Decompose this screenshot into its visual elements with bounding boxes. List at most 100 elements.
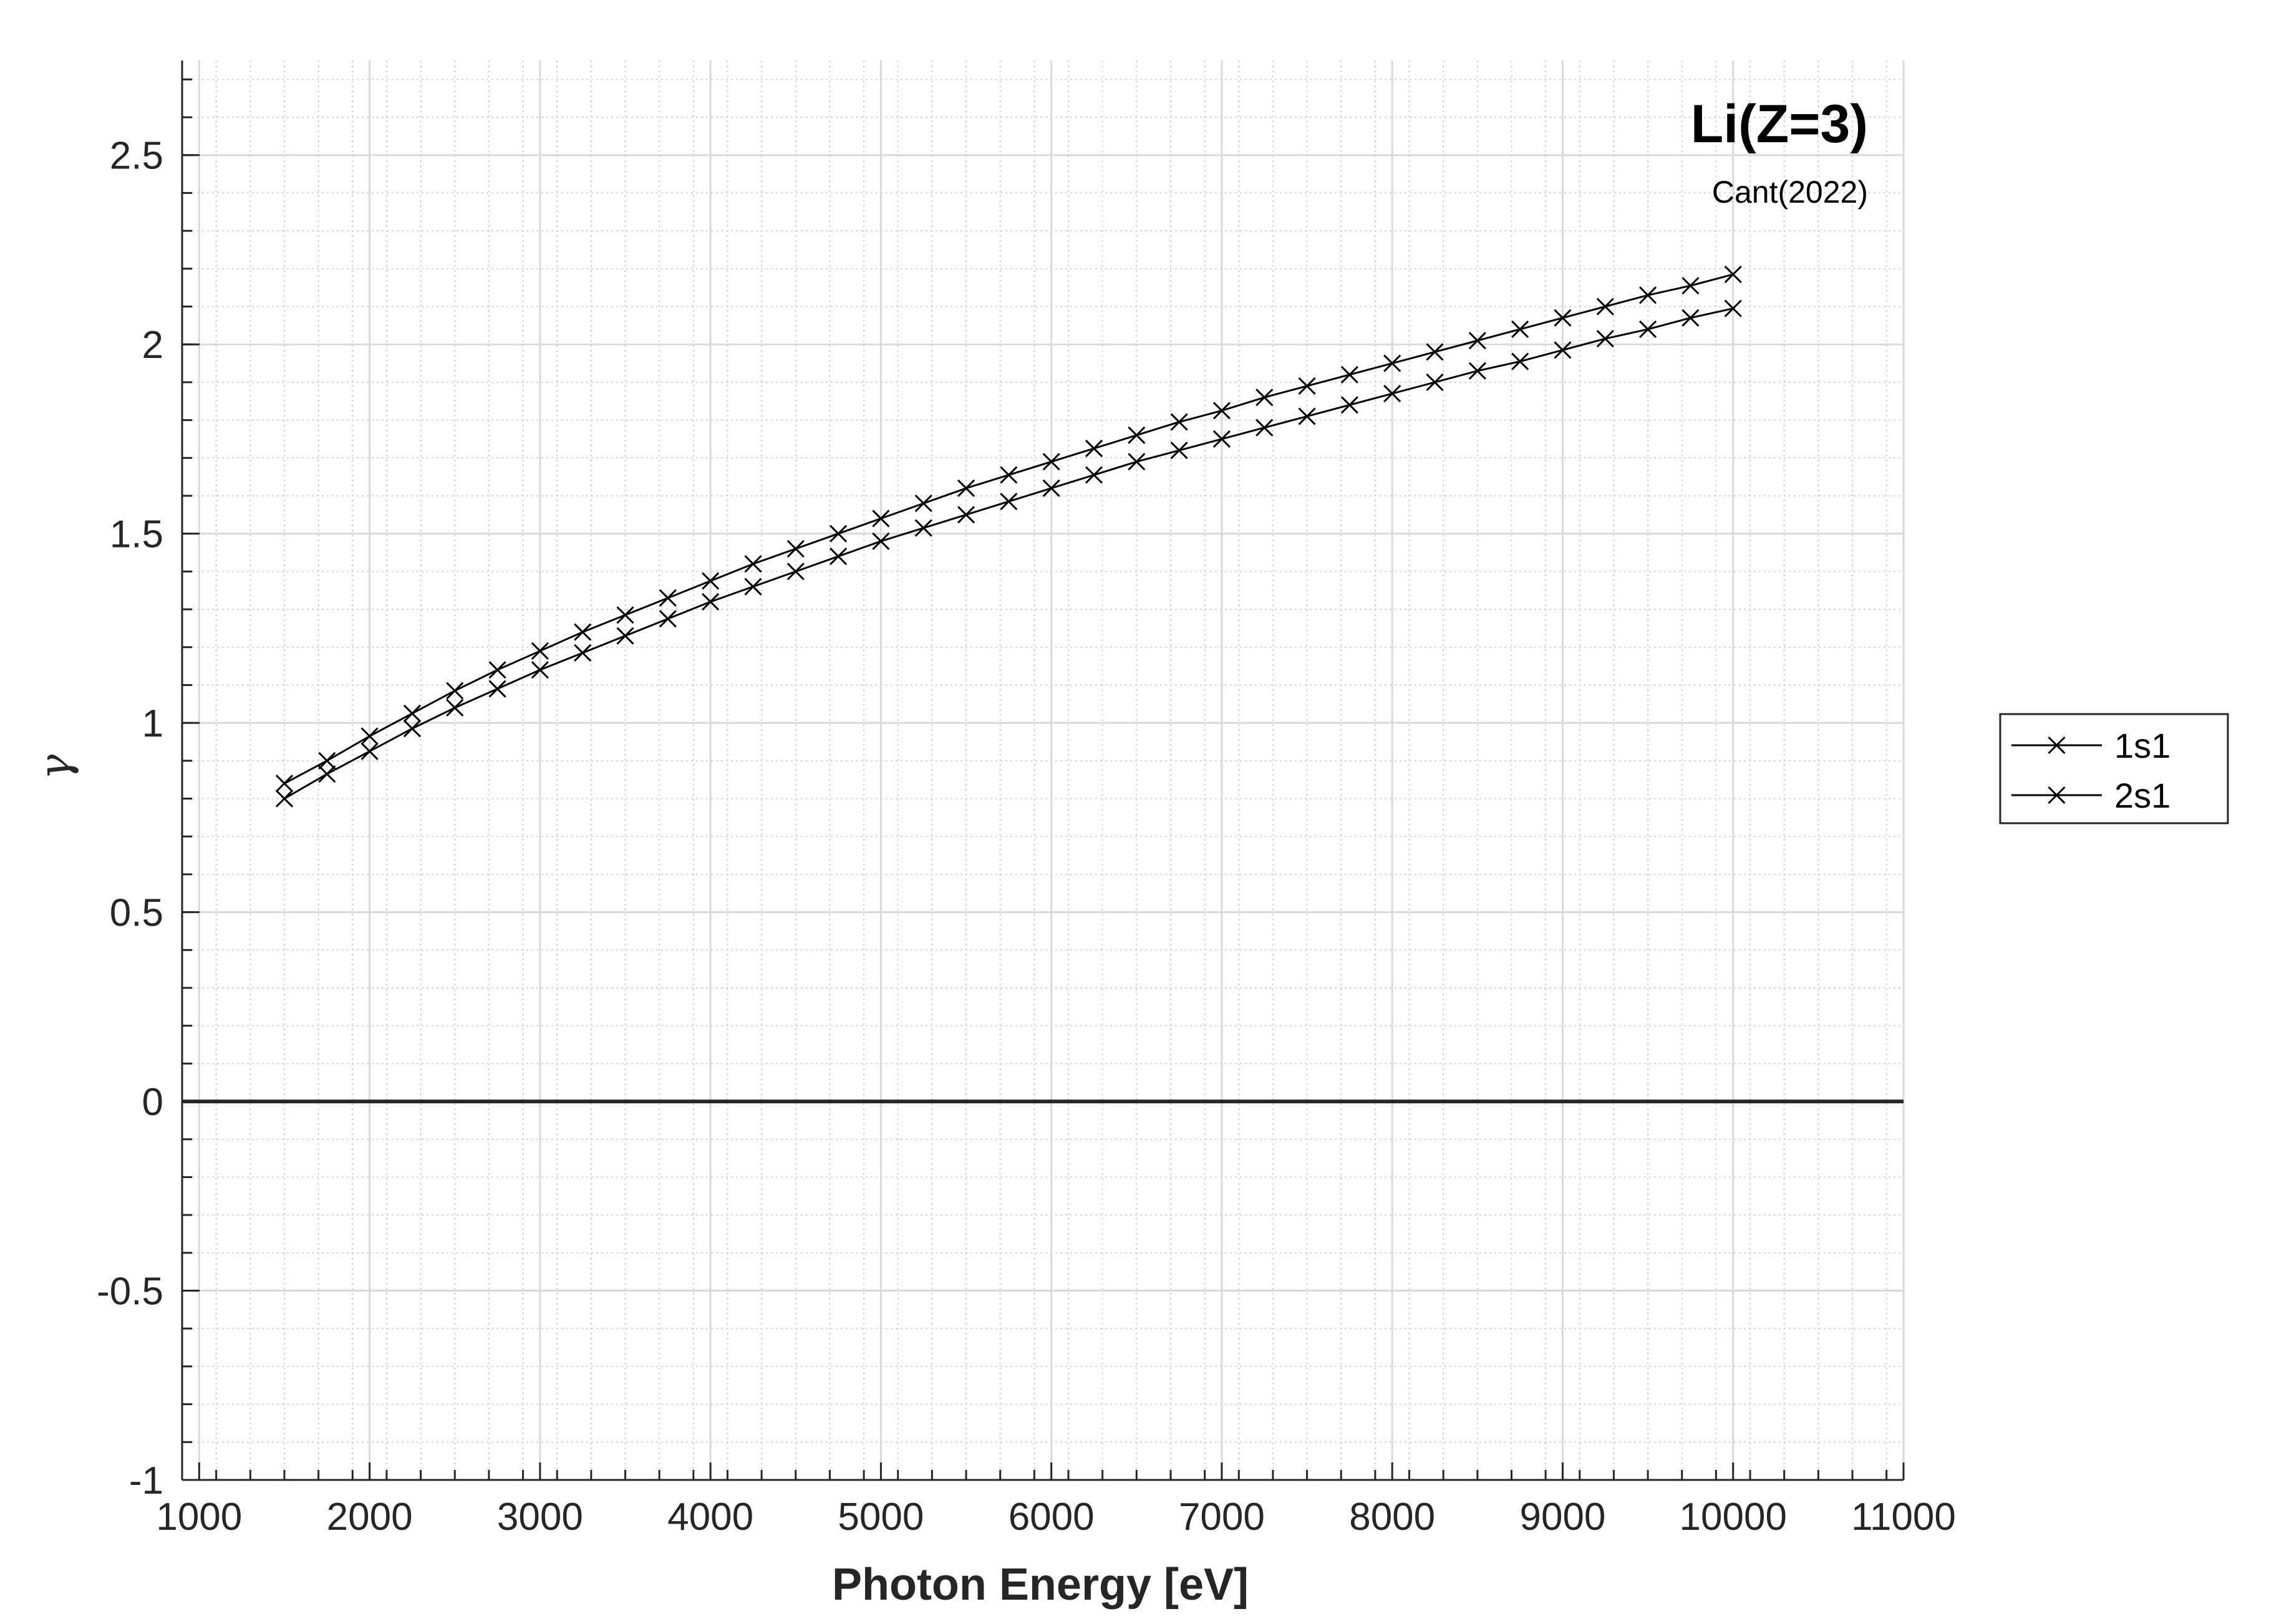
y-tick-label: -1 — [129, 1459, 163, 1502]
data-point — [1383, 385, 1401, 403]
data-point — [1256, 389, 1274, 407]
data-point — [1681, 277, 1700, 295]
data-point — [1724, 299, 1742, 317]
legend-marker — [2048, 736, 2066, 755]
legend-item-1s1: 1s1 — [2011, 726, 2170, 765]
data-point — [1468, 362, 1486, 380]
x-tick-label: 3000 — [497, 1496, 583, 1539]
x-tick-label: 5000 — [838, 1496, 924, 1539]
y-tick-label: 2.5 — [110, 135, 163, 178]
data-point — [1000, 493, 1018, 511]
data-point — [1639, 320, 1657, 338]
data-point — [1085, 466, 1103, 484]
data-point — [914, 495, 932, 513]
data-point — [1042, 453, 1060, 471]
series-layer — [275, 265, 1742, 808]
x-tick-label: 6000 — [1009, 1496, 1095, 1539]
data-point — [1000, 466, 1018, 484]
y-tick-label: 1 — [142, 702, 163, 745]
data-point — [360, 742, 379, 760]
legend-item-2s1: 2s1 — [2011, 776, 2170, 815]
data-point — [744, 578, 762, 596]
data-point — [786, 563, 805, 581]
data-point — [786, 539, 805, 558]
data-point — [1170, 442, 1188, 460]
data-point — [1639, 286, 1657, 304]
data-point — [1383, 354, 1401, 372]
data-point — [446, 682, 464, 700]
x-tick-label: 8000 — [1349, 1496, 1435, 1539]
data-point — [1426, 343, 1444, 361]
data-point — [1681, 309, 1700, 327]
data-point — [1042, 479, 1060, 497]
data-point — [360, 727, 379, 745]
data-point — [488, 680, 506, 698]
x-axis-title: Photon Energy [eV] — [832, 1560, 1249, 1610]
data-point — [872, 532, 890, 550]
data-point — [702, 572, 720, 590]
x-tick-label: 10000 — [1680, 1496, 1787, 1539]
data-point — [1212, 430, 1231, 448]
data-point — [403, 720, 421, 738]
legend-label: 1s1 — [2114, 726, 2170, 765]
x-tick-label: 4000 — [667, 1496, 753, 1539]
data-point — [1511, 320, 1529, 338]
data-point — [1128, 453, 1146, 471]
y-tick-label: 0.5 — [110, 892, 163, 935]
series-2s1 — [275, 299, 1742, 808]
data-point — [1298, 407, 1316, 425]
data-point — [1256, 418, 1274, 437]
data-point — [659, 610, 677, 628]
data-point — [1340, 365, 1358, 384]
chart-subtitle: Cant(2022) — [1712, 175, 1868, 210]
x-tick-label: 7000 — [1179, 1496, 1265, 1539]
data-point — [1554, 309, 1572, 327]
data-point — [702, 592, 720, 611]
x-tick-label: 1000 — [156, 1496, 242, 1539]
x-tick-label: 11000 — [1851, 1496, 1956, 1539]
data-point — [830, 548, 848, 566]
data-point — [830, 524, 848, 543]
data-point — [531, 661, 549, 679]
y-tick-label: 1.5 — [110, 513, 163, 556]
data-point — [1468, 332, 1486, 350]
data-point — [1511, 352, 1529, 370]
legend-box — [1999, 713, 2229, 824]
data-point — [1128, 426, 1146, 444]
data-point — [446, 698, 464, 717]
data-point — [531, 642, 549, 660]
data-point — [1724, 265, 1742, 283]
legend-marker — [2048, 786, 2066, 805]
data-point — [1340, 396, 1358, 414]
data-point — [574, 623, 592, 641]
data-point — [1426, 373, 1444, 391]
y-tick-label: 0 — [142, 1081, 163, 1124]
data-point — [1596, 330, 1614, 348]
chart-title: Li(Z=3) — [1691, 94, 1868, 154]
data-point — [318, 765, 336, 783]
data-point — [275, 775, 294, 793]
data-point — [1554, 341, 1572, 359]
data-point — [1596, 297, 1614, 316]
x-tick-label: 2000 — [327, 1496, 413, 1539]
x-tick-label: 9000 — [1519, 1496, 1605, 1539]
data-point — [318, 752, 336, 770]
ticks: 1000 2000 3000 4000 5000 6000 7000 8000 9000 1000… — [97, 78, 1956, 1539]
data-point — [1212, 402, 1231, 420]
legend-label: 2s1 — [2114, 776, 2170, 815]
series-1s1 — [275, 265, 1742, 793]
data-point — [872, 510, 890, 528]
data-point — [914, 519, 932, 537]
axes — [181, 60, 1904, 1481]
y-axis-title: γ — [31, 754, 80, 780]
minor-grid — [181, 60, 1904, 1480]
data-point — [616, 606, 634, 624]
data-point — [957, 479, 975, 497]
y-tick-label: -0.5 — [97, 1270, 163, 1313]
data-point — [957, 506, 975, 524]
data-point — [616, 627, 634, 645]
